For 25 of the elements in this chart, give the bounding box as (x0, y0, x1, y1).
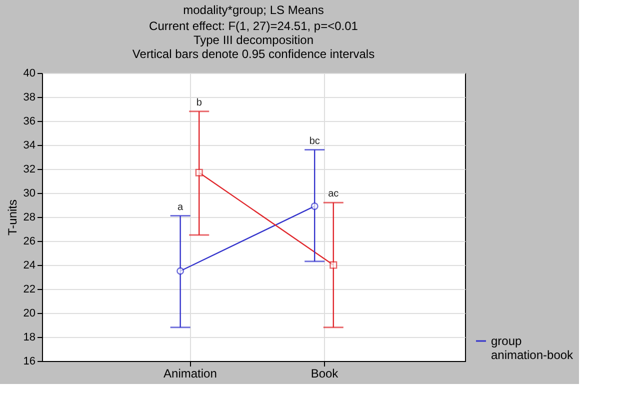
y-tick-label: 30 (23, 188, 36, 200)
y-tick-label: 26 (23, 236, 36, 248)
y-tick-label: 36 (23, 116, 36, 128)
y-tick-label: 24 (23, 260, 36, 272)
text: Vertical bars denote 0.95 confidence intervals (132, 47, 375, 61)
legend-label: group animation-book (491, 334, 574, 362)
y-tick-label: 38 (23, 92, 36, 104)
x-tick-label: Animation (164, 366, 217, 380)
y-tick-label: 18 (23, 332, 36, 344)
annotation: b (196, 97, 202, 108)
x-tick-label: Book (310, 366, 340, 380)
y-tick-label: 20 (23, 308, 36, 320)
y-tick-label: 22 (23, 284, 36, 296)
y-tick-label: 16 (23, 356, 36, 368)
y-tick-label: 34 (23, 140, 36, 152)
text: Current effect: F(1, 27)=24.51, p=<0.01 (149, 19, 358, 33)
annotation: bc (309, 136, 320, 147)
annotation: a (178, 202, 184, 213)
annotation: ac (328, 188, 339, 200)
y-tick-label: 28 (23, 212, 36, 224)
text: Type III decomposition (193, 33, 314, 47)
y-tick-label: 32 (23, 164, 36, 176)
y-axis-title: T-units (5, 199, 20, 236)
y-tick-label: 40 (23, 68, 36, 80)
chart-title: modality*group; LS Means (183, 3, 324, 17)
